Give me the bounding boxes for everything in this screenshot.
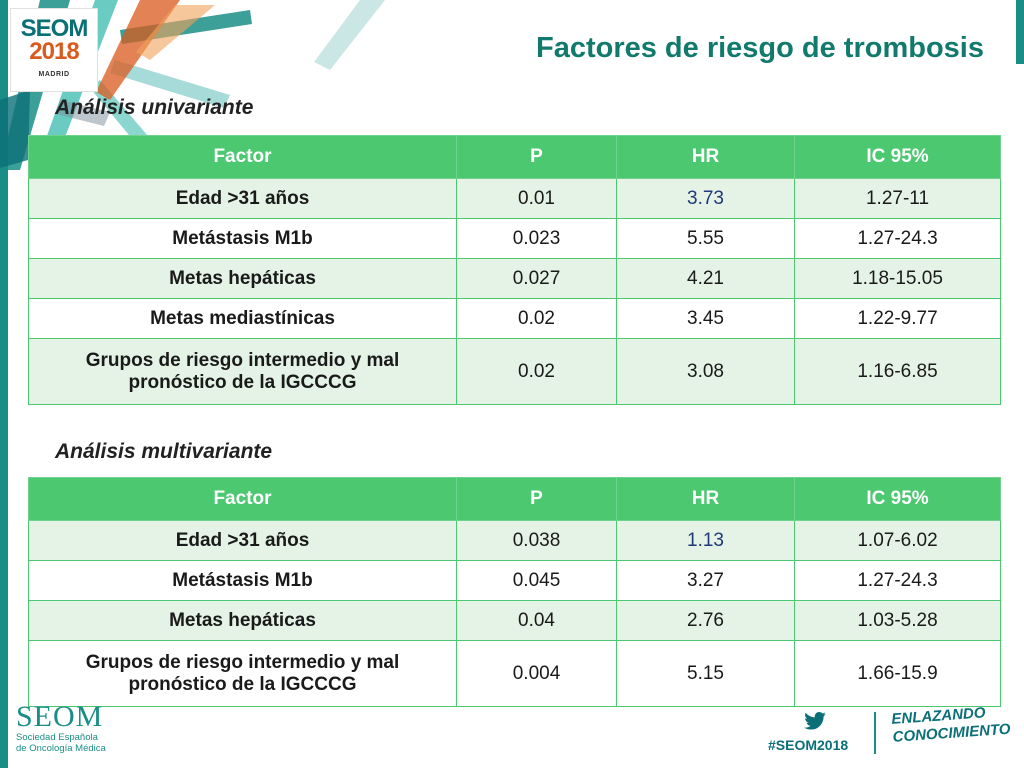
p-cell: 0.045	[456, 560, 617, 601]
logo-text-year: 2018	[29, 38, 79, 65]
ic-cell: 1.66-15.9	[794, 640, 1001, 707]
logo-text-seom: SEOM	[20, 15, 89, 42]
univariate-table: Factor P HR IC 95% Edad >31 años 0.01 3.…	[28, 135, 1001, 405]
table-header-row: Factor P HR IC 95%	[28, 135, 1001, 179]
logo-text-city: MADRID	[38, 71, 70, 78]
p-cell: 0.04	[456, 600, 617, 641]
seom-2018-logo: SEOM 2018 MADRID	[10, 8, 98, 92]
factor-line: pronóstico de la IGCCCG	[128, 371, 357, 393]
ic-cell: 1.07-6.02	[794, 520, 1001, 561]
factor-cell: Metas mediastínicas	[28, 298, 457, 339]
factor-line: Grupos de riesgo intermedio y mal	[85, 651, 400, 673]
slide-title: Factores de riesgo de trombosis	[535, 32, 984, 64]
table-row: Metástasis M1b 0.045 3.27 1.27-24.3	[28, 560, 1001, 601]
left-accent-bar	[0, 0, 8, 768]
hr-cell: 3.27	[616, 560, 795, 601]
column-header-hr: HR	[616, 477, 795, 521]
factor-line: pronóstico de la IGCCCG	[128, 673, 357, 695]
table-row: Grupos de riesgo intermedio y mal pronós…	[28, 338, 1001, 405]
ic-cell: 1.27-24.3	[794, 218, 1001, 259]
column-header-factor: Factor	[28, 477, 457, 521]
p-cell: 0.038	[456, 520, 617, 561]
hr-cell: 3.73	[616, 178, 795, 219]
table-row: Edad >31 años 0.01 3.73 1.27-11	[28, 178, 1001, 219]
ic-cell: 1.27-24.3	[794, 560, 1001, 601]
factor-cell: Metas hepáticas	[28, 600, 457, 641]
hashtag: #SEOM2018	[768, 737, 849, 753]
multivariate-heading: Análisis multivariante	[55, 440, 273, 463]
ic-cell: 1.27-11	[794, 178, 1001, 219]
univariate-heading: Análisis univariante	[55, 96, 254, 119]
right-accent-bar	[1016, 0, 1024, 64]
ic-cell: 1.16-6.85	[794, 338, 1001, 405]
ic-cell: 1.18-15.05	[794, 258, 1001, 299]
factor-line: Grupos de riesgo intermedio y mal	[85, 349, 400, 371]
hr-cell: 3.45	[616, 298, 795, 339]
hr-cell: 5.55	[616, 218, 795, 259]
factor-cell: Edad >31 años	[28, 178, 457, 219]
factor-cell: Grupos de riesgo intermedio y mal pronós…	[28, 338, 457, 405]
p-cell: 0.027	[456, 258, 617, 299]
ic-cell: 1.22-9.77	[794, 298, 1001, 339]
hr-cell: 2.76	[616, 600, 795, 641]
column-header-hr: HR	[616, 135, 795, 179]
hr-cell: 5.15	[616, 640, 795, 707]
factor-cell: Metástasis M1b	[28, 560, 457, 601]
p-cell: 0.004	[456, 640, 617, 707]
column-header-p: P	[456, 135, 617, 179]
table-row: Metas hepáticas 0.04 2.76 1.03-5.28	[28, 600, 1001, 641]
multivariate-table: Factor P HR IC 95% Edad >31 años 0.038 1…	[28, 477, 1001, 707]
hr-cell: 1.13	[616, 520, 795, 561]
p-cell: 0.02	[456, 298, 617, 339]
hr-cell: 3.08	[616, 338, 795, 405]
table-header-row: Factor P HR IC 95%	[28, 477, 1001, 521]
society-name-line: Sociedad Española	[16, 732, 98, 743]
factor-cell: Metástasis M1b	[28, 218, 457, 259]
column-header-factor: Factor	[28, 135, 457, 179]
footer-divider	[874, 712, 876, 754]
factor-cell: Grupos de riesgo intermedio y mal pronós…	[28, 640, 457, 707]
hr-cell: 4.21	[616, 258, 795, 299]
seom-wordmark: SEOM	[16, 700, 104, 733]
table-row: Metástasis M1b 0.023 5.55 1.27-24.3	[28, 218, 1001, 259]
slogan: ENLAZANDO CONOCIMIENTO	[891, 703, 1011, 747]
society-name-line: de Oncología Médica	[16, 743, 106, 754]
column-header-p: P	[456, 477, 617, 521]
table-row: Edad >31 años 0.038 1.13 1.07-6.02	[28, 520, 1001, 561]
table-row: Grupos de riesgo intermedio y mal pronós…	[28, 640, 1001, 707]
table-row: Metas hepáticas 0.027 4.21 1.18-15.05	[28, 258, 1001, 299]
column-header-ic: IC 95%	[794, 135, 1001, 179]
twitter-bird-icon	[804, 712, 826, 730]
p-cell: 0.02	[456, 338, 617, 405]
factor-cell: Edad >31 años	[28, 520, 457, 561]
factor-cell: Metas hepáticas	[28, 258, 457, 299]
p-cell: 0.023	[456, 218, 617, 259]
table-row: Metas mediastínicas 0.02 3.45 1.22-9.77	[28, 298, 1001, 339]
seom-society-logo: SEOM Sociedad Española de Oncología Médi…	[16, 700, 106, 755]
p-cell: 0.01	[456, 178, 617, 219]
ic-cell: 1.03-5.28	[794, 600, 1001, 641]
column-header-ic: IC 95%	[794, 477, 1001, 521]
